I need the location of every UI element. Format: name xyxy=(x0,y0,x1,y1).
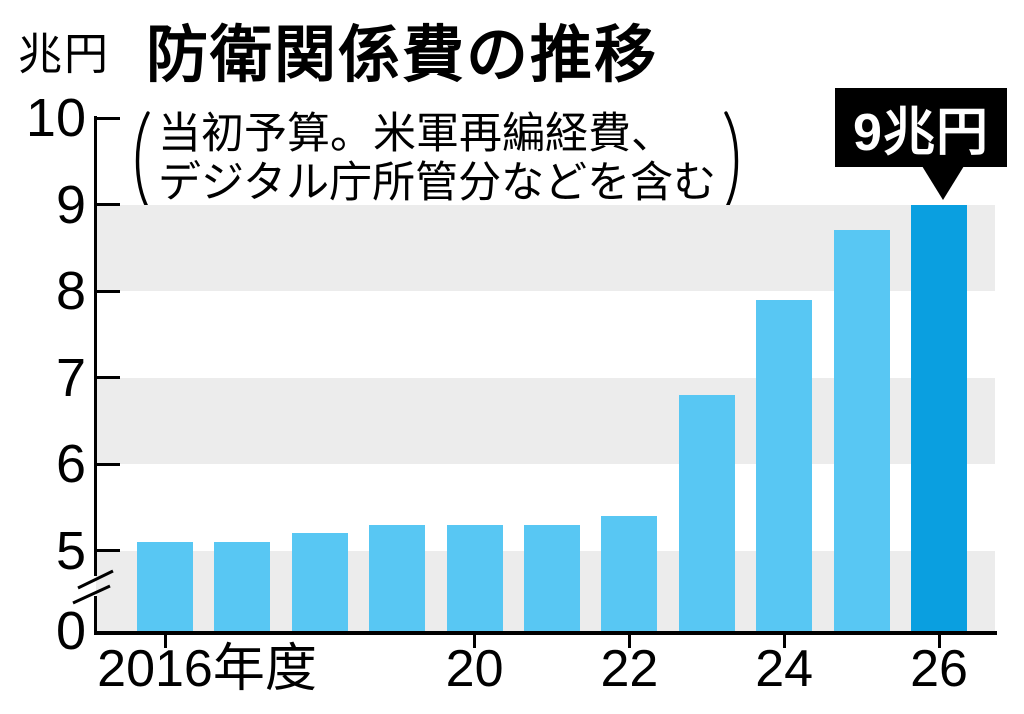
x-axis-line xyxy=(94,631,997,635)
x-tick-label-2016: 2016年度 xyxy=(97,640,317,698)
y-tick-label-5: 5 xyxy=(55,520,86,581)
chart-note-line2: デジタル庁所管分などを含む xyxy=(158,160,717,207)
callout-arrow-down-icon xyxy=(922,166,964,200)
bar-2022 xyxy=(601,515,658,631)
y-tick-label-6: 6 xyxy=(55,434,86,494)
callout-9trillion: 9兆円 xyxy=(835,88,1007,200)
y-tick-label-9: 9 xyxy=(55,174,86,235)
x-tick-2026 xyxy=(937,635,941,648)
chart-note: 当初予算。米軍再編経費、 デジタル庁所管分などを含む xyxy=(128,110,746,212)
axis-break-icon xyxy=(72,569,114,605)
x-tick-label-2024: 24 xyxy=(755,640,814,698)
open-parenthesis-icon xyxy=(135,111,150,211)
bar-2019 xyxy=(369,524,426,631)
x-tick-label-2026: 26 xyxy=(910,640,968,698)
chart-note-text: 当初予算。米軍再編経費、 デジタル庁所管分などを含む xyxy=(152,110,722,212)
y-tick-5 xyxy=(96,549,120,552)
chart-note-line1: 当初予算。米軍再編経費、 xyxy=(158,111,674,158)
bar-2023 xyxy=(678,394,735,631)
x-tick-2024 xyxy=(782,635,786,648)
y-tick-10 xyxy=(96,116,120,120)
y-axis-unit-label: 兆円 xyxy=(18,30,110,79)
y-axis-line xyxy=(94,596,97,635)
x-tick-2022 xyxy=(627,635,631,648)
y-tick-8 xyxy=(96,289,120,293)
close-parenthesis-icon xyxy=(724,111,739,211)
y-tick-label-10: 10 xyxy=(25,88,86,148)
y-tick-label-7: 7 xyxy=(55,347,86,408)
bar-2025 xyxy=(833,230,890,631)
x-tick-label-2022: 22 xyxy=(600,640,659,698)
bar-2021 xyxy=(524,524,580,631)
chart-title: 防衛関係費の推移 xyxy=(146,21,659,90)
x-tick-label-2020: 20 xyxy=(445,640,504,698)
y-axis-line xyxy=(94,116,97,576)
callout-label: 9兆円 xyxy=(835,88,1007,167)
x-tick-2020 xyxy=(473,635,477,648)
bar-2016 xyxy=(137,541,193,631)
y-tick-7 xyxy=(96,376,120,379)
y-tick-9 xyxy=(96,203,120,206)
bar-2026 xyxy=(911,204,967,631)
y-tick-label-0: 0 xyxy=(55,601,86,661)
bar-2018 xyxy=(291,533,348,631)
bar-2024 xyxy=(756,299,813,631)
y-tick-label-8: 8 xyxy=(55,261,86,321)
x-tick-2016 xyxy=(163,635,167,648)
bar-2020 xyxy=(446,524,503,631)
y-tick-6 xyxy=(96,462,120,466)
bar-2017 xyxy=(214,541,271,631)
